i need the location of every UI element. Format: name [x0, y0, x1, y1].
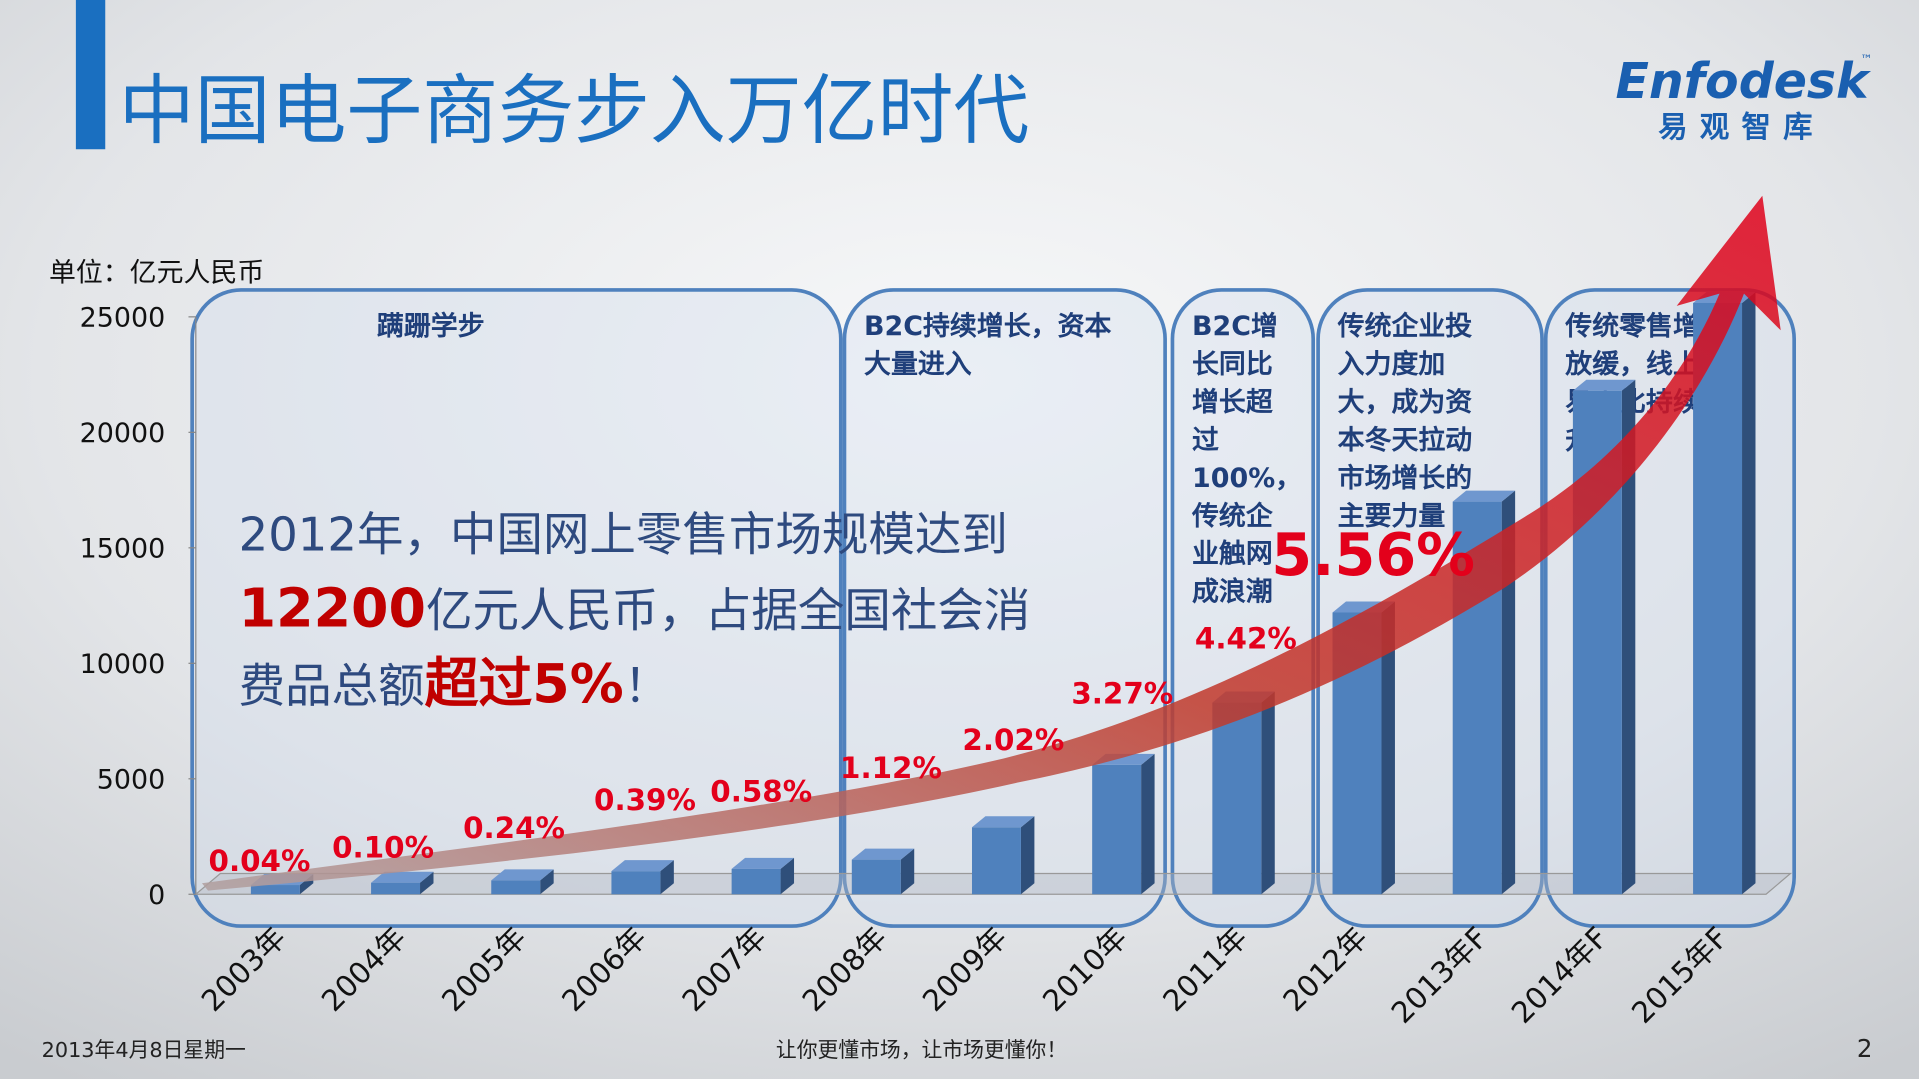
stage-text: B2C增 — [1192, 310, 1278, 342]
bar-side — [1381, 601, 1395, 895]
stage-text: 传统企 — [1191, 500, 1274, 532]
bar-side — [900, 848, 915, 895]
bar-side — [1261, 691, 1275, 895]
y-tick-label: 0 — [148, 880, 165, 911]
bar — [1212, 702, 1262, 895]
bar-side — [420, 871, 434, 895]
footer-date: 2013年4月8日星期一 — [42, 1038, 246, 1062]
bar-side — [660, 860, 674, 895]
bar-top — [1452, 490, 1516, 502]
bar-side — [1621, 379, 1636, 895]
y-tick-label: 15000 — [80, 534, 166, 565]
share-label: 0.39% — [594, 783, 696, 817]
bar — [1693, 302, 1743, 895]
logo-brand: Enfodesk — [1615, 53, 1872, 110]
stage-text: 入力度加 — [1338, 348, 1446, 380]
callout-line: 2012年，中国网上零售市场规模达到 — [239, 508, 1008, 562]
stage-text: 增长超 — [1192, 386, 1274, 418]
bar — [851, 859, 901, 895]
bar-top — [1572, 379, 1636, 391]
stage-text: 成浪潮 — [1192, 576, 1273, 608]
title: 中国电子商务步入万亿时代 — [119, 67, 1029, 155]
share-label: 3.27% — [1071, 676, 1173, 710]
stage-text: 大量进入 — [864, 349, 972, 380]
share-label: 0.58% — [710, 774, 812, 808]
share-label: 0.04% — [209, 844, 311, 878]
callout-segment: 亿元人民币，占据全国社会消 — [426, 583, 1030, 637]
stage-text: 大，成为资 — [1338, 387, 1473, 418]
callout-segment: ！ — [624, 659, 671, 713]
bar — [971, 827, 1021, 895]
stage-text: B2C持续增长，资本 — [864, 310, 1111, 342]
bar-top — [611, 860, 674, 872]
stage-text: 长同比 — [1192, 349, 1273, 380]
bar-top — [491, 869, 554, 881]
bar — [371, 882, 421, 895]
bar-side — [540, 869, 554, 895]
bar-side — [780, 857, 795, 895]
y-tick-label: 10000 — [80, 649, 166, 680]
bar-side — [1141, 753, 1155, 895]
share-label: 1.12% — [840, 751, 942, 785]
logo-sub: 易观智库 — [1658, 110, 1824, 144]
bar — [491, 880, 541, 895]
stage-text: 过 — [1192, 425, 1219, 456]
stage-box — [190, 288, 843, 928]
bar — [731, 868, 781, 895]
callout-segment: 超过5% — [425, 652, 624, 715]
callout-segment: 12200 — [239, 576, 426, 639]
callout-segment: 费品总额 — [239, 659, 425, 713]
bar-top — [851, 848, 915, 860]
title-bar — [75, 0, 106, 150]
annotations: 0.04% 0.10% 0.24% 0.39% 0.58% 1.12% 2.02%3.27%… — [209, 508, 1476, 879]
bar-side — [1742, 291, 1756, 895]
bar — [250, 885, 300, 895]
footer-slogan: 让你更懂市场，让市场更懂你！ — [776, 1038, 1067, 1062]
y-tick-label: 25000 — [80, 303, 166, 334]
y-tick-label: 20000 — [80, 418, 166, 449]
page-number: 2 — [1857, 1034, 1873, 1063]
bar-top — [371, 871, 434, 883]
y-tick-label: 5000 — [97, 765, 165, 796]
stage-box — [1170, 288, 1316, 928]
stage-text: 100%， — [1192, 463, 1302, 494]
share-label: 4.42% — [1195, 621, 1297, 655]
callout-line: 费品总额超过5%！ — [239, 652, 671, 715]
bar — [611, 871, 661, 895]
bar-top — [731, 857, 795, 869]
share-label: 5.56% — [1271, 520, 1475, 589]
share-label: 0.24% — [463, 811, 565, 845]
stage-text: 业触网 — [1192, 539, 1273, 570]
bar-top — [971, 816, 1035, 828]
callout-line: 12200亿元人民币，占据全国社会消 — [239, 576, 1031, 639]
stage-text: 本冬天拉动 — [1338, 424, 1473, 456]
unit-label: 单位：亿元人民币 — [49, 257, 264, 288]
stage-text: 市场增长的 — [1338, 462, 1473, 494]
logo-tm: ™ — [1860, 53, 1872, 67]
bar-side — [1501, 490, 1516, 895]
stage-text: 传统企业投 — [1337, 310, 1473, 342]
bar — [1092, 764, 1142, 895]
stage-text: 主要力量 — [1338, 501, 1446, 532]
stage-text: 蹒跚学步 — [377, 310, 485, 342]
callout-segment: 2012年，中国网上零售市场规模达到 — [239, 508, 1008, 562]
bar-side — [1020, 816, 1035, 895]
share-label: 2.02% — [962, 723, 1064, 757]
share-label: 0.10% — [332, 831, 434, 865]
